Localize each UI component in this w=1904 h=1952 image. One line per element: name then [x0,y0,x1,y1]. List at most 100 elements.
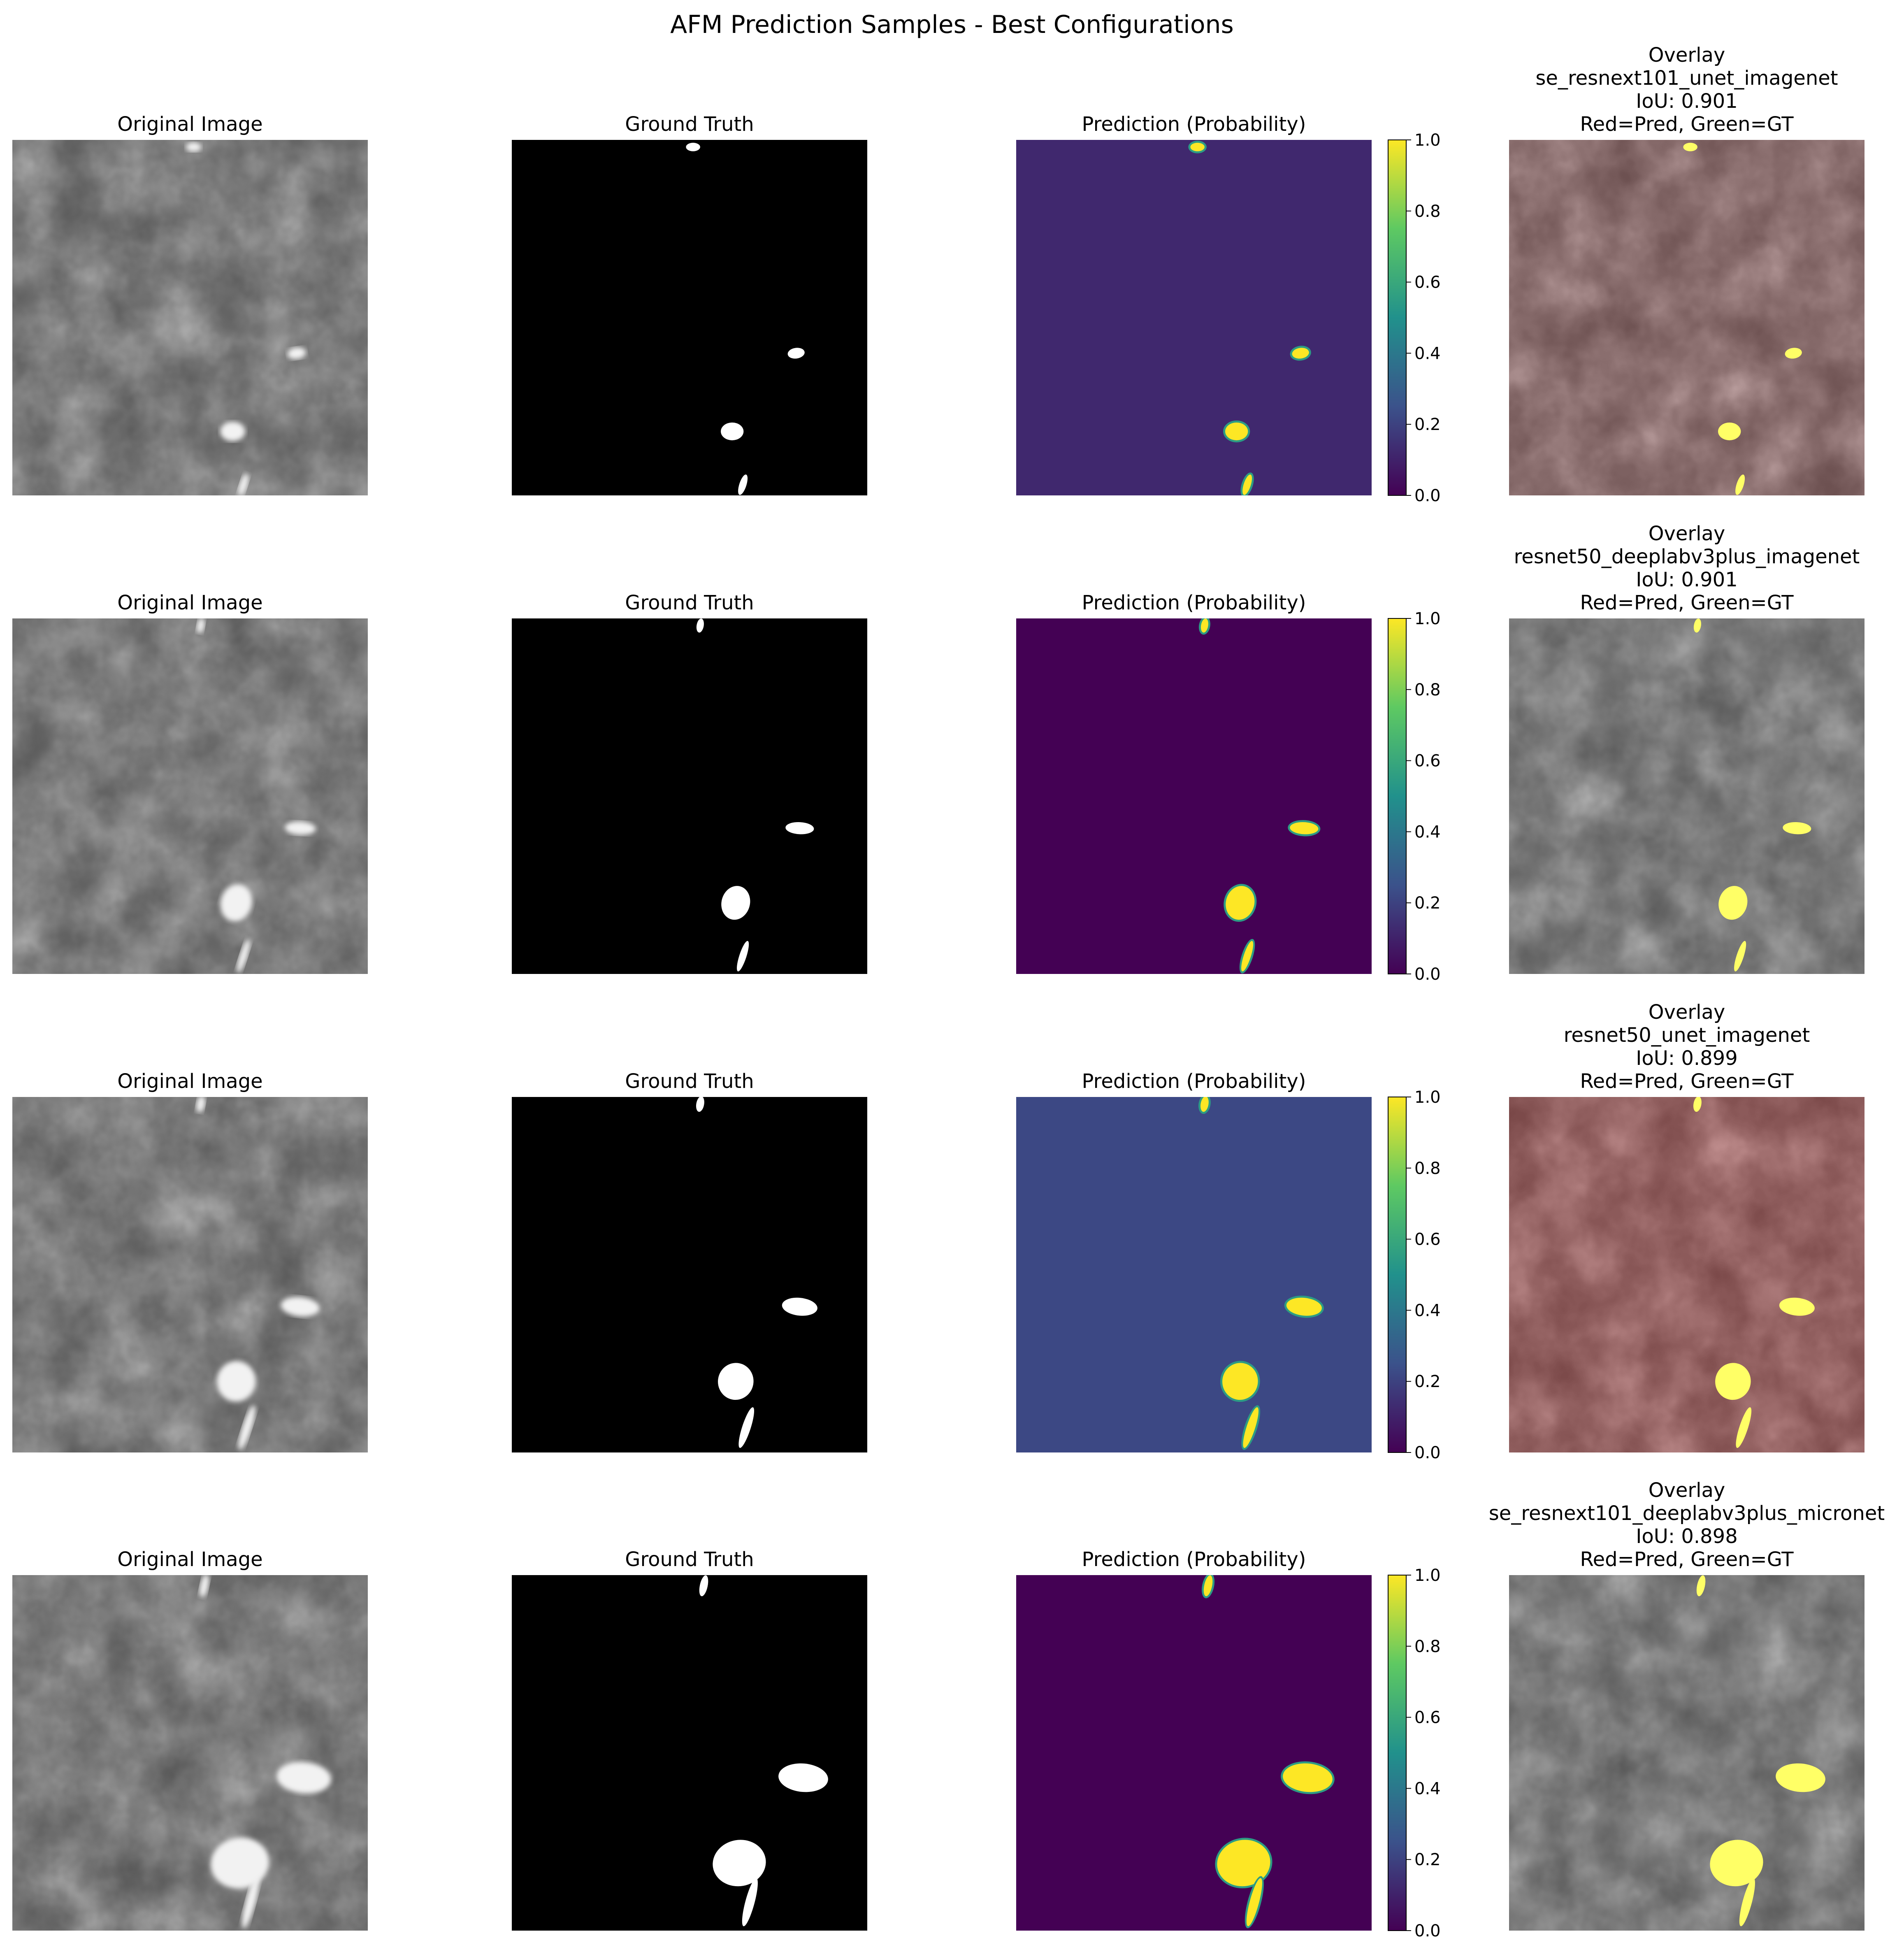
particle [220,421,246,442]
colorbar-tick-label: 0.0 [1414,965,1441,984]
mask-region [738,474,748,495]
mask-region [696,618,704,633]
prediction-region [1200,1097,1209,1112]
prediction-region [1225,422,1248,441]
particle [287,347,306,359]
original-image [12,618,368,974]
ground-truth-title: Ground Truth [625,591,754,614]
mask-region [738,1407,755,1448]
particle [238,473,249,495]
ground-truth-title: Ground Truth [625,1548,754,1571]
mask-region [721,422,744,441]
prediction-map [1016,140,1372,495]
prediction-region [1226,886,1255,920]
prediction-map [1016,1575,1372,1931]
colorbar-tick-label: 1.0 [1414,131,1441,150]
overlay-region [1735,474,1745,495]
overlay-image [1509,1097,1865,1452]
overlay-title-line: Overlay [1649,1001,1725,1024]
original-image-title: Original Image [117,1070,262,1093]
colorbar: 0.0 0.2 0.4 0.6 0.8 1.0 [1388,609,1441,984]
colorbar-tick-label: 0.6 [1414,273,1441,292]
overlay-image [1509,618,1865,974]
original-image-title: Original Image [117,591,262,614]
particle [186,142,202,152]
figure-title: AFM Prediction Samples - Best Configurat… [670,10,1234,39]
colorbar-tick-label: 0.4 [1414,344,1441,363]
prediction-title: Prediction (Probability) [1082,591,1306,614]
prediction-region [1242,474,1252,495]
colorbar-tick-label: 0.8 [1414,1637,1441,1656]
colorbar-tick-label: 0.2 [1414,894,1441,913]
image-grid: Original Image Ground Truth Prediction (Pr… [12,44,1885,1940]
ground-truth-title: Ground Truth [625,113,754,136]
mask-region [778,1763,828,1792]
particle [216,1361,256,1402]
colorbar-tick-label: 0.2 [1414,415,1441,434]
colorbar-tick-label: 0.6 [1414,752,1441,771]
prediction-region [1290,822,1319,834]
original-image-title: Original Image [117,1548,262,1571]
overlay-region [1693,1097,1702,1112]
overlay-region [1783,822,1811,834]
colorbar-tick-label: 0.4 [1414,1779,1441,1798]
mask-region [721,886,750,920]
original-image [12,140,368,495]
prediction-region [1286,1297,1322,1316]
overlay-title-line: IoU: 0.901 [1636,90,1738,113]
ground-truth-title: Ground Truth [625,1070,754,1093]
overlay-region [1718,886,1748,920]
prediction-region [1217,1840,1270,1887]
colorbar-tick-label: 0.2 [1414,1372,1441,1391]
overlay-region [1779,1297,1815,1316]
mask-region [785,822,814,834]
mask-region [699,1575,708,1596]
overlay-region [1739,1878,1755,1926]
ground-truth-mask [512,140,867,495]
prediction-map [1016,618,1372,974]
prediction-region [1222,1363,1258,1400]
particle [281,1297,320,1317]
colorbar-tick-label: 0.0 [1414,1922,1441,1940]
colorbar-tick-label: 0.8 [1414,681,1441,699]
mask-region [787,348,805,359]
overlay-title-line: IoU: 0.899 [1636,1047,1738,1070]
prediction-region [1190,142,1205,151]
colorbar-tick-label: 1.0 [1414,1566,1441,1585]
overlay-title-line: IoU: 0.898 [1636,1525,1738,1548]
particle [210,1837,269,1889]
overlay-region [1683,142,1697,151]
prediction-region [1246,1878,1262,1926]
colorbar: 0.0 0.2 0.4 0.6 0.8 1.0 [1388,131,1441,505]
ground-truth-mask [512,618,867,974]
colorbar-tick-label: 0.6 [1414,1230,1441,1249]
mask-region [713,1840,766,1887]
particle [276,1762,331,1794]
ground-truth-mask [512,1575,867,1931]
colorbar-tick-label: 1.0 [1414,609,1441,628]
particle [237,939,250,973]
prediction-title: Prediction (Probability) [1082,1548,1306,1571]
mask-region [718,1363,754,1400]
colorbar: 0.0 0.2 0.4 0.6 0.8 1.0 [1388,1088,1441,1462]
overlay-region [1710,1840,1763,1887]
overlay-region [1696,1575,1706,1596]
colorbar: 0.0 0.2 0.4 0.6 0.8 1.0 [1388,1566,1441,1940]
overlay-title-line: Red=Pred, Green=GT [1580,1070,1794,1093]
overlay-image [1509,140,1865,495]
overlay-title-line: resnet50_unet_imagenet [1564,1024,1810,1047]
original-image [12,1097,368,1452]
particle [238,1405,255,1450]
particle [199,1575,209,1597]
overlay-title-line: resnet50_deeplabv3plus_imagenet [1514,545,1860,568]
mask-region [696,1097,704,1112]
colorbar-tick-label: 0.8 [1414,1159,1441,1178]
prediction-region [1241,941,1254,971]
particle [196,618,205,634]
colorbar-tick-label: 0.4 [1414,1301,1441,1320]
overlay-region [1693,618,1701,633]
prediction-title: Prediction (Probability) [1082,1070,1306,1093]
colorbar-tick-label: 0.4 [1414,823,1441,841]
colorbar-tick-label: 1.0 [1414,1088,1441,1107]
